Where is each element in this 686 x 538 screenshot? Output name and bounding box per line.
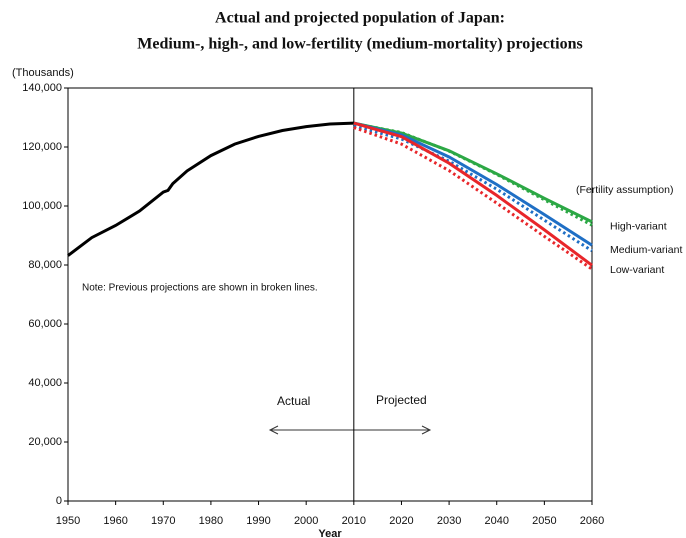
series-label: Low-variant <box>610 264 664 276</box>
y-axis-label: (Thousands) <box>12 67 74 79</box>
x-tick-label: 1960 <box>103 515 127 527</box>
x-tick-label: 1990 <box>246 515 270 527</box>
x-tick-label: 2050 <box>532 515 556 527</box>
x-tick-label: 2010 <box>342 515 366 527</box>
x-tick-label: 2020 <box>389 515 413 527</box>
y-tick-label: 0 <box>56 495 62 507</box>
x-tick-label: 1980 <box>199 515 223 527</box>
previous-projection-line <box>353 124 593 253</box>
x-tick-label: 2040 <box>484 515 508 527</box>
y-tick-label: 20,000 <box>28 436 62 448</box>
y-tick-label: 80,000 <box>28 259 62 271</box>
series-label: Medium-variant <box>610 244 682 256</box>
plot-frame <box>67 87 593 502</box>
x-tick-label: 2060 <box>580 515 604 527</box>
y-tick-label: 100,000 <box>22 200 62 212</box>
projected-label: Projected <box>376 393 427 407</box>
x-tick-label: 1950 <box>56 515 80 527</box>
arrow <box>268 425 432 435</box>
chart-title: Actual and projected population of Japan… <box>215 10 505 27</box>
y-tick-label: 60,000 <box>28 318 62 330</box>
series-line <box>353 121 593 267</box>
previous-projection-line <box>353 126 593 271</box>
previous-projection-line <box>353 121 593 227</box>
y-tick-label: 120,000 <box>22 141 62 153</box>
x-tick-label: 2000 <box>294 515 318 527</box>
series-label: Actual <box>277 394 310 408</box>
chart-title: Medium-, high-, and low-fertility (mediu… <box>137 36 582 53</box>
series-label: High-variant <box>610 221 667 233</box>
x-axis-label: Year <box>318 528 342 538</box>
y-tick-label: 140,000 <box>22 82 62 94</box>
note: Note: Previous projections are shown in … <box>82 283 318 294</box>
x-tick-label: 2030 <box>437 515 461 527</box>
x-tick-label: 1970 <box>151 515 175 527</box>
legend-title: (Fertility assumption) <box>576 184 673 196</box>
y-tick-label: 40,000 <box>28 377 62 389</box>
series-line <box>67 121 354 257</box>
